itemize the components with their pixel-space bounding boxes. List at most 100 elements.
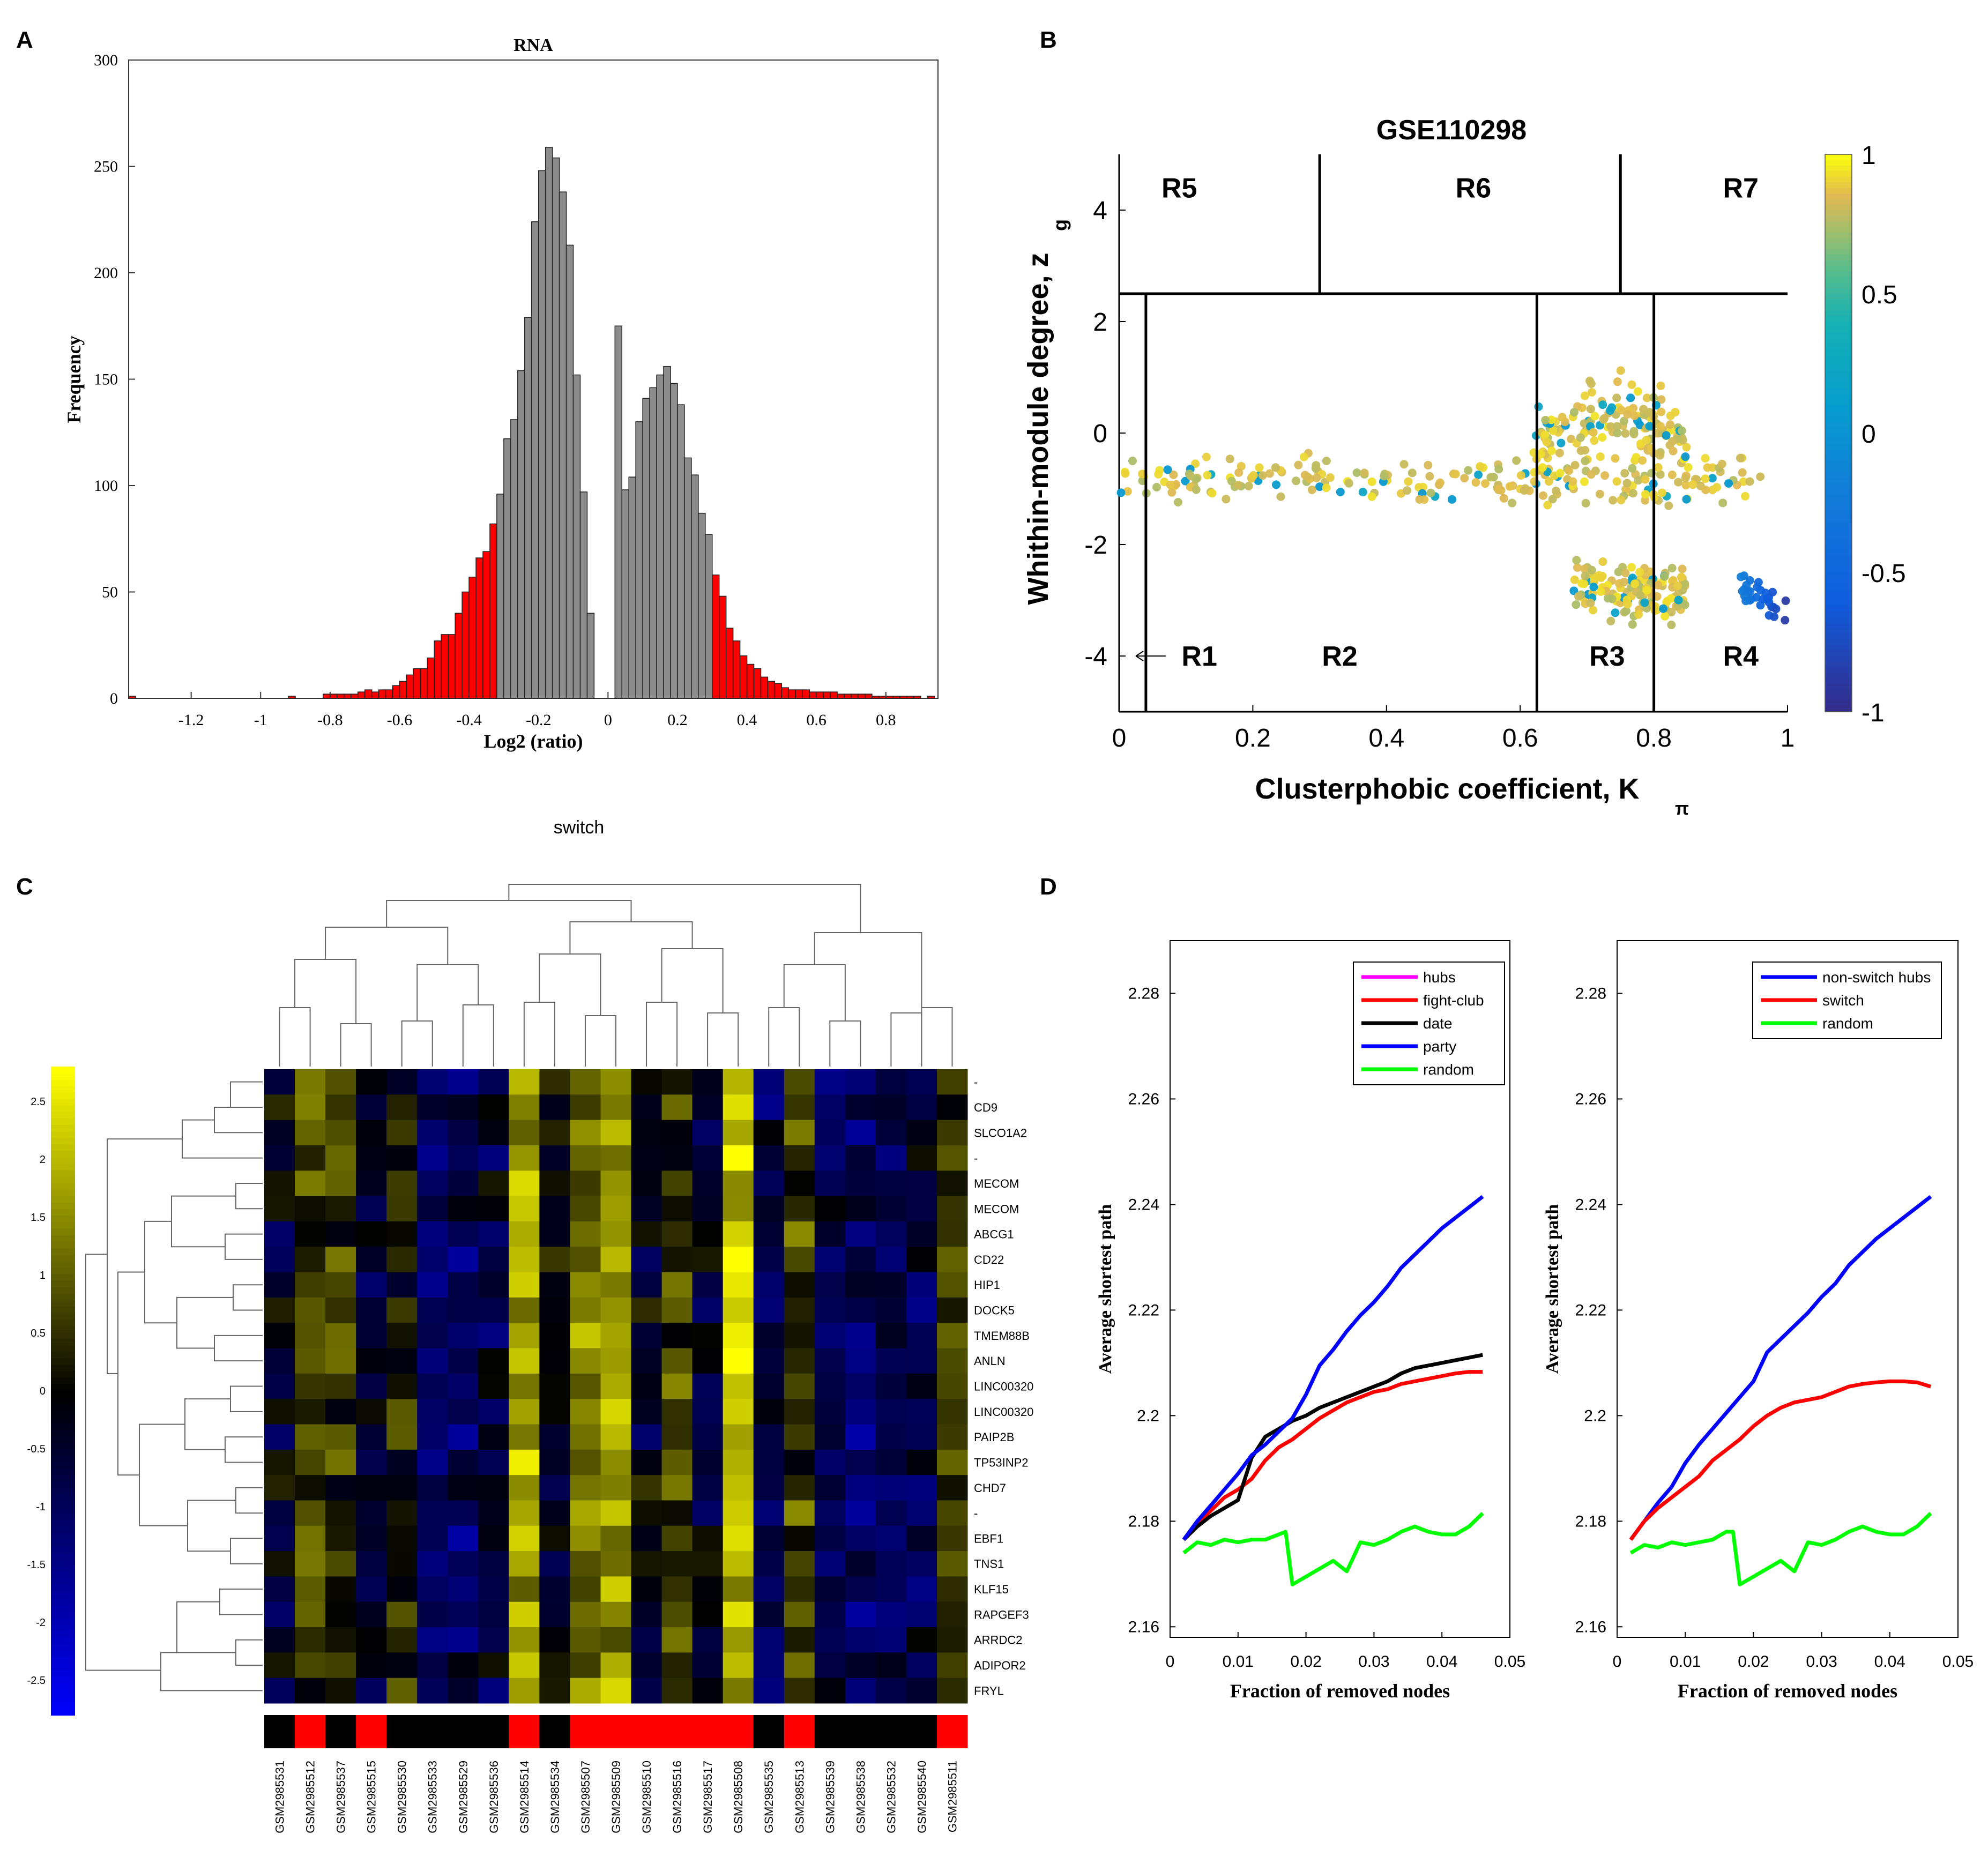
class-strip-cell bbox=[478, 1715, 509, 1748]
hist-bar bbox=[579, 491, 588, 699]
heatmap-cell bbox=[325, 1094, 356, 1121]
colorbar-segment bbox=[1825, 176, 1852, 183]
heatmap-cell bbox=[325, 1551, 356, 1577]
heatmap-cell bbox=[723, 1069, 754, 1095]
scatter-point bbox=[1756, 472, 1765, 481]
scatter-point bbox=[1680, 600, 1689, 609]
line-y-tick-label: 2.22 bbox=[1128, 1301, 1159, 1319]
heatmap-colorbar-segment bbox=[51, 1144, 75, 1152]
heatmap-cell bbox=[631, 1475, 662, 1501]
heatmap-cell bbox=[936, 1171, 968, 1197]
heatmap-cell bbox=[600, 1069, 632, 1095]
heatmap-cell bbox=[295, 1247, 326, 1273]
heatmap-cell bbox=[753, 1551, 785, 1577]
hist-bar bbox=[545, 147, 553, 699]
colorbar-segment bbox=[1825, 271, 1852, 278]
heatmap-cell bbox=[875, 1171, 907, 1197]
heatmap-cell bbox=[417, 1500, 448, 1526]
heatmap-cell bbox=[386, 1475, 418, 1501]
colorbar-tick-label: -1 bbox=[1862, 699, 1885, 727]
heatmap-cell bbox=[600, 1094, 632, 1121]
scatter-title: GSE110298 bbox=[1376, 115, 1527, 146]
heatmap-cell bbox=[570, 1652, 601, 1679]
heatmap-cell bbox=[448, 1373, 479, 1399]
heatmap-cell bbox=[448, 1678, 479, 1704]
scatter-x-tick-label: 0 bbox=[1112, 724, 1127, 752]
heatmap-cell bbox=[448, 1272, 479, 1298]
hist-bar bbox=[489, 523, 497, 699]
heatmap-cell bbox=[784, 1069, 815, 1095]
heatmap-colorbar-segment bbox=[51, 1209, 75, 1217]
heatmap-cell bbox=[753, 1069, 785, 1095]
heatmap-cell bbox=[600, 1399, 632, 1425]
heatmap-colorbar-segment bbox=[51, 1404, 75, 1411]
dendrogram-link bbox=[707, 1012, 739, 1067]
scatter-point bbox=[1621, 569, 1630, 578]
heatmap-colorbar-segment bbox=[51, 1300, 75, 1307]
colorbar-segment bbox=[1825, 545, 1852, 551]
heatmap-colorbar-segment bbox=[51, 1423, 75, 1430]
colorbar-segment bbox=[1825, 199, 1852, 205]
colorbar-segment bbox=[1825, 399, 1852, 406]
scatter-point bbox=[1589, 583, 1598, 592]
heatmap-cell bbox=[325, 1627, 356, 1653]
scatter-point bbox=[1642, 393, 1651, 402]
scatter-point bbox=[1271, 463, 1280, 472]
scatter-point bbox=[1312, 461, 1321, 470]
colorbar-segment bbox=[1825, 550, 1852, 556]
heatmap-cell bbox=[325, 1196, 356, 1222]
line-x-tick-label: 0 bbox=[1613, 1653, 1622, 1671]
line-y-tick-label: 2.24 bbox=[1128, 1196, 1159, 1213]
scatter-point bbox=[1741, 597, 1751, 606]
heatmap-cell bbox=[692, 1120, 724, 1146]
heatmap-cell bbox=[295, 1120, 326, 1146]
heatmap-colorbar-segment bbox=[51, 1585, 75, 1593]
heatmap-cell bbox=[509, 1678, 540, 1704]
hist-bar bbox=[767, 681, 776, 699]
heatmap-cell bbox=[417, 1094, 448, 1121]
panel-letter-b: B bbox=[1040, 27, 1057, 53]
heatmap-colorbar-segment bbox=[51, 1605, 75, 1612]
hist-bar bbox=[788, 689, 796, 699]
heatmap-row-label: CHD7 bbox=[974, 1481, 1006, 1495]
heatmap-column-label: GSM2985508 bbox=[732, 1761, 745, 1833]
scatter-point bbox=[1613, 377, 1622, 386]
heatmap-cell bbox=[784, 1297, 815, 1323]
heatmap-cell bbox=[631, 1551, 662, 1577]
scatter-point bbox=[1557, 438, 1566, 448]
heatmap-cell bbox=[784, 1500, 815, 1526]
heatmap-cell bbox=[295, 1145, 326, 1171]
heatmap-cell bbox=[356, 1272, 387, 1298]
heatmap-cell bbox=[875, 1221, 907, 1247]
heatmap-cell bbox=[356, 1678, 387, 1704]
scatter-point bbox=[1163, 465, 1172, 474]
heatmap-cell bbox=[295, 1652, 326, 1679]
scatter-point bbox=[1626, 393, 1635, 402]
heatmap-cell bbox=[478, 1449, 509, 1475]
heatmap-cell bbox=[906, 1272, 937, 1298]
line-y-tick-label: 2.2 bbox=[1137, 1407, 1159, 1425]
scatter-point bbox=[1494, 465, 1503, 474]
heatmap-cell bbox=[356, 1221, 387, 1247]
heatmap-cell bbox=[295, 1475, 326, 1501]
line-x-tick-label: 0.03 bbox=[1806, 1653, 1837, 1671]
scatter-point bbox=[1630, 411, 1639, 420]
scatter-point bbox=[1688, 480, 1697, 489]
scatter-point bbox=[1536, 450, 1545, 459]
heatmap-cell bbox=[936, 1475, 968, 1501]
scatter-point bbox=[1481, 479, 1490, 488]
scatter-point bbox=[1322, 483, 1331, 493]
colorbar-segment bbox=[1825, 678, 1852, 684]
colorbar-segment bbox=[1825, 215, 1852, 222]
heatmap-row-label: TMEM88B bbox=[974, 1329, 1030, 1343]
heatmap-cell bbox=[600, 1196, 632, 1222]
colorbar-segment bbox=[1825, 695, 1852, 702]
class-strip-cell bbox=[509, 1715, 540, 1748]
heatmap-cell bbox=[264, 1373, 295, 1399]
heatmap-cell bbox=[845, 1323, 876, 1349]
heatmap-colorbar-segment bbox=[51, 1488, 75, 1495]
colorbar-segment bbox=[1825, 416, 1852, 423]
heatmap-cell bbox=[784, 1247, 815, 1273]
heatmap-cell bbox=[692, 1348, 724, 1374]
heatmap-cell bbox=[661, 1399, 693, 1425]
